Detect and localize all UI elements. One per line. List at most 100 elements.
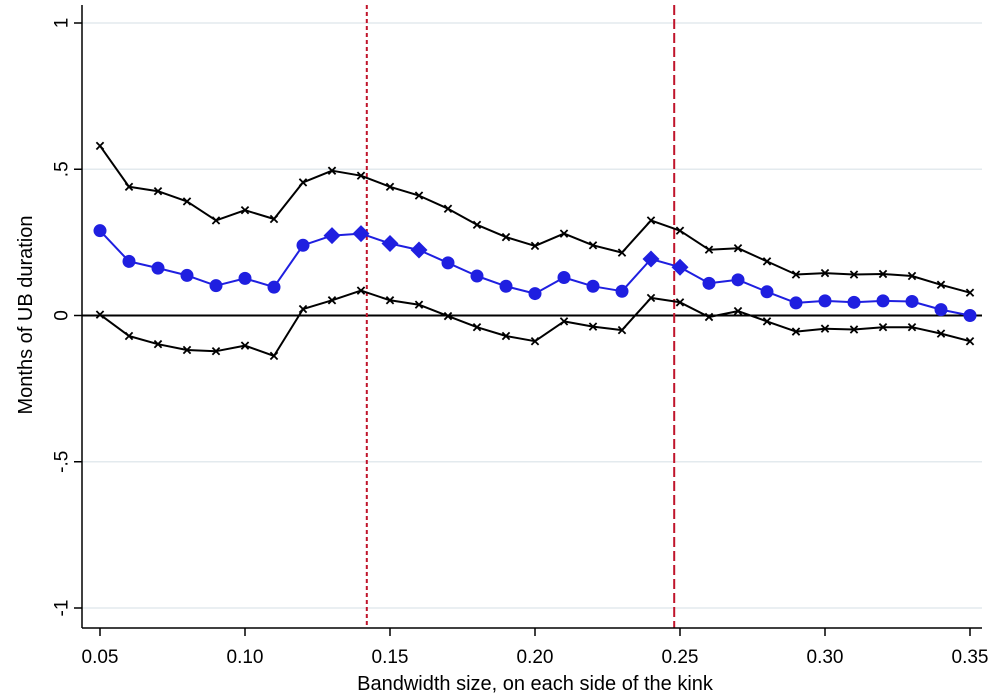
data-point-x-lower-ci xyxy=(327,296,337,305)
data-point-x-upper-ci xyxy=(878,269,888,279)
data-point-diamond xyxy=(410,241,428,259)
y-axis-title: Months of UB duration xyxy=(15,216,37,415)
data-point-x-upper-ci xyxy=(211,216,221,225)
data-point-x-lower-ci xyxy=(820,324,830,333)
data-point-x-upper-ci xyxy=(327,166,337,175)
data-point-x-lower-ci xyxy=(501,331,511,341)
data-point-x-upper-ci xyxy=(820,268,830,278)
data-point-x-lower-ci xyxy=(95,310,105,319)
data-point-circle xyxy=(760,285,774,299)
data-point-circle xyxy=(876,294,890,308)
x-tick-label: 0.15 xyxy=(372,647,409,668)
data-point-x-upper-ci xyxy=(559,229,569,238)
x-tick-label: 0.25 xyxy=(662,647,699,668)
reference-lines xyxy=(82,5,982,628)
data-point-diamond xyxy=(381,235,399,253)
data-point-x-lower-ci xyxy=(907,322,917,332)
data-point-x-upper-ci xyxy=(617,248,627,257)
data-point-x-lower-ci xyxy=(298,304,308,314)
data-point-diamond xyxy=(352,225,370,243)
data-point-x-lower-ci xyxy=(472,322,482,332)
data-point-x-upper-ci xyxy=(240,205,250,215)
data-point-x-upper-ci xyxy=(588,241,598,250)
data-point-x-lower-ci xyxy=(211,346,221,356)
series-layer xyxy=(93,141,977,361)
data-point-x-upper-ci xyxy=(965,288,975,297)
data-point-x-upper-ci xyxy=(791,270,801,279)
data-point-circle xyxy=(818,294,832,308)
data-point-circle xyxy=(934,303,948,317)
data-point-x-upper-ci xyxy=(936,280,946,290)
data-point-circle xyxy=(557,270,571,284)
data-point-circle xyxy=(586,279,600,293)
data-point-circle xyxy=(963,309,977,322)
data-point-x-upper-ci xyxy=(124,182,134,192)
data-point-x-upper-ci xyxy=(472,220,482,230)
data-point-x-upper-ci xyxy=(153,186,163,196)
y-tick-label: 1 xyxy=(52,18,73,29)
x-tick-label: 0.05 xyxy=(82,647,119,668)
data-point-x-lower-ci xyxy=(356,286,366,295)
data-point-x-lower-ci xyxy=(530,337,540,346)
data-point-x-upper-ci xyxy=(269,214,279,224)
data-point-x-upper-ci xyxy=(414,191,424,200)
axes: -1 -.5 0 .5 1 0.05 0.10 0.15 0.20 0.25 0.30 0.35 xyxy=(52,5,988,668)
data-point-diamond xyxy=(323,227,341,245)
data-point-x-lower-ci xyxy=(965,337,975,346)
data-point-circle xyxy=(702,276,716,290)
data-point-circle xyxy=(847,295,861,309)
data-point-x-lower-ci xyxy=(588,322,598,331)
data-point-x-upper-ci xyxy=(298,178,308,187)
data-point-x-upper-ci xyxy=(704,245,714,254)
data-point-circle xyxy=(296,238,310,252)
data-point-x-upper-ci xyxy=(356,171,366,180)
y-tick-label: 0 xyxy=(52,310,73,321)
data-point-x-lower-ci xyxy=(414,300,424,309)
x-tick-label: 0.30 xyxy=(807,647,844,668)
data-point-x-lower-ci xyxy=(646,293,656,303)
data-point-x-lower-ci xyxy=(878,322,888,332)
data-point-x-lower-ci xyxy=(385,296,395,305)
data-point-x-lower-ci xyxy=(182,345,192,355)
data-point-circle xyxy=(905,294,919,308)
data-point-x-lower-ci xyxy=(733,306,743,316)
data-point-circle xyxy=(615,284,629,298)
data-point-x-lower-ci xyxy=(675,298,685,307)
data-point-x-lower-ci xyxy=(559,317,569,326)
data-point-circle xyxy=(528,287,542,301)
x-tick-label: 0.20 xyxy=(517,647,554,668)
y-tick-label: -1 xyxy=(52,600,73,617)
data-point-x-lower-ci xyxy=(269,351,279,361)
data-point-circle xyxy=(180,268,194,282)
data-point-x-upper-ci xyxy=(907,271,917,281)
x-tick-label: 0.10 xyxy=(227,647,264,668)
y-tick-label: .5 xyxy=(52,161,73,177)
data-point-circle xyxy=(267,280,281,294)
data-point-x-lower-ci xyxy=(849,325,859,334)
data-point-circle xyxy=(122,254,136,268)
data-point-x-upper-ci xyxy=(95,141,105,151)
data-point-circle xyxy=(470,269,484,283)
data-point-x-upper-ci xyxy=(733,243,743,253)
data-point-circle xyxy=(93,224,107,238)
data-point-circle xyxy=(151,261,165,275)
series-line-lower-ci xyxy=(99,289,971,357)
data-point-x-lower-ci xyxy=(791,327,801,336)
data-point-x-upper-ci xyxy=(443,204,453,213)
data-point-diamond xyxy=(642,250,660,268)
data-point-circle xyxy=(789,296,803,310)
data-point-x-upper-ci xyxy=(762,257,772,266)
y-tick-label: -.5 xyxy=(52,451,73,473)
data-point-x-lower-ci xyxy=(936,329,946,338)
data-point-x-upper-ci xyxy=(530,241,540,251)
data-point-x-lower-ci xyxy=(617,325,627,335)
data-point-circle xyxy=(441,256,455,270)
series-line-upper-ci xyxy=(99,145,971,294)
data-point-x-upper-ci xyxy=(501,232,511,242)
data-point-x-upper-ci xyxy=(675,226,685,235)
data-point-x-lower-ci xyxy=(153,339,163,349)
data-point-x-lower-ci xyxy=(124,331,134,341)
data-point-circle xyxy=(731,273,745,287)
data-point-diamond xyxy=(671,258,689,276)
data-point-circle xyxy=(238,271,252,285)
